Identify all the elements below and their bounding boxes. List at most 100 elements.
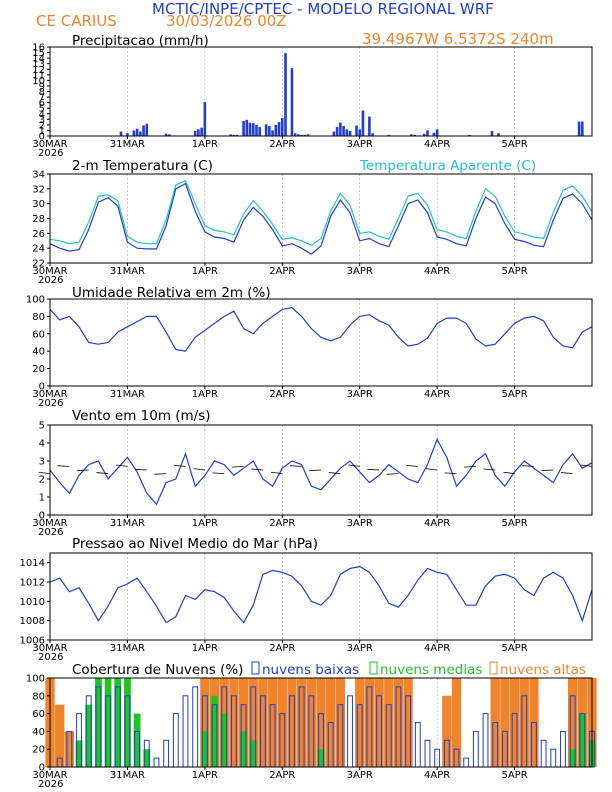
- wind-arrow: [116, 464, 128, 467]
- precip-bar: [284, 53, 287, 136]
- high-cloud-bar: [306, 678, 316, 767]
- mid-cloud-bar: [201, 731, 209, 767]
- precip-bar: [581, 121, 584, 136]
- mid-cloud-bar: [95, 678, 102, 767]
- temp-xtick-label: 4APR: [424, 266, 450, 277]
- temp-ytick-label: 30: [32, 199, 45, 210]
- low-cloud-bar: [463, 757, 470, 768]
- wind-xtick-label: 1APR: [192, 518, 218, 529]
- temp-ytick-label: 34: [32, 170, 45, 181]
- temp-panel: 22 24 26 28 30 32 34 30MAR 31MAR 1APR 2APR 3APR 4APR…: [32, 170, 593, 286]
- precip-ytick-label: 11: [32, 70, 45, 81]
- wind-ytick-label: 1: [39, 493, 45, 504]
- clouds-xtick-label: 4APR: [424, 770, 450, 781]
- high-cloud-bar: [500, 678, 510, 767]
- precip-bar: [168, 134, 171, 136]
- pressure-xtick-label: 5APR: [501, 643, 527, 654]
- rh-year-label: 2026: [38, 398, 63, 409]
- wind-arrow: [328, 472, 341, 474]
- precip-bar: [197, 129, 200, 136]
- temp-ytick-label: 26: [32, 229, 45, 240]
- low-cloud-bar: [424, 739, 431, 768]
- mid-cloud-bar: [569, 749, 577, 767]
- precip-bar: [277, 122, 281, 136]
- pressure-xtick-label: 30MAR: [32, 643, 67, 654]
- precip-bar: [119, 131, 123, 136]
- high-cloud-bar: [229, 678, 239, 767]
- wind-ytick-label: 2: [39, 475, 45, 486]
- wind-arrow: [173, 464, 186, 467]
- precip-bar: [271, 130, 274, 136]
- rh-title: Umidade Relativa em 2m (%): [72, 285, 271, 301]
- wind-xtick-label: 4APR: [424, 518, 450, 529]
- header-title: MCTIC/INPE/CPTEC - MODELO REGIONAL WRF: [152, 0, 494, 18]
- rh-xtick-label: 31MAR: [110, 389, 145, 400]
- precip-ytick-label: 4: [39, 109, 45, 120]
- precip-xtick-label: 1APR: [192, 139, 218, 150]
- wind-ytick-label: 3: [39, 457, 45, 468]
- pressure-xtick-label: 31MAR: [110, 643, 145, 654]
- clouds-ytick-label: 0: [39, 763, 45, 774]
- precip-ytick-label: 7: [39, 93, 45, 104]
- temp-ytick-label: 28: [32, 214, 45, 225]
- high-cloud-legend-label: nuvens altas: [500, 662, 586, 678]
- high-cloud-bar: [55, 704, 65, 767]
- wind-panel: 0 1 2 3 4 5 30MAR 31MAR 1APR 2APR 3APR 4APR 5APR 2026: [32, 421, 593, 538]
- precip-xtick-label: 3APR: [347, 139, 373, 150]
- temp-year-label: 2026: [38, 275, 63, 286]
- rh-xtick-label: 2APR: [269, 389, 295, 400]
- low-cloud-bar: [347, 695, 353, 768]
- precip-bar: [339, 122, 342, 136]
- high-cloud-bar: [335, 678, 346, 767]
- run-datetime: 30/03/2026 00Z: [166, 12, 287, 30]
- wind-arrow: [580, 464, 593, 467]
- pressure-xtick-label: 1APR: [192, 643, 218, 654]
- rh-xtick-label: 5APR: [501, 389, 527, 400]
- pressure-xtick-label: 4APR: [424, 643, 450, 654]
- precip-bar: [245, 119, 249, 136]
- precip-xtick-label: 2APR: [269, 139, 295, 150]
- temp-ytick-label: 24: [32, 244, 45, 255]
- pressure-ytick-label: 1006: [20, 636, 45, 647]
- precip-bar: [300, 134, 303, 136]
- precip-bar: [387, 134, 391, 136]
- precip-ytick-label: 12: [32, 65, 45, 76]
- low-cloud-bar: [560, 730, 566, 768]
- mid-cloud-bar: [578, 713, 586, 767]
- pressure-ytick-label: 1014: [20, 558, 45, 569]
- clouds-ytick-label: 80: [32, 691, 45, 702]
- precip-bar: [335, 127, 339, 136]
- high-cloud-bar: [287, 678, 297, 767]
- mid-cloud-bar: [143, 749, 151, 767]
- temp-ytick-label: 32: [32, 184, 45, 195]
- temp-xtick-label: 30MAR: [32, 266, 67, 277]
- wind-arrow: [251, 468, 263, 471]
- high-cloud-bar: [374, 678, 384, 767]
- precip-xtick-label: 4APR: [424, 139, 450, 150]
- high-cloud-bar: [248, 678, 258, 767]
- precip-frame: [49, 46, 593, 137]
- precip-year-label: 2026: [38, 148, 63, 159]
- precip-bar: [468, 134, 471, 136]
- low-cloud-bar: [192, 686, 199, 768]
- rh-ytick-label: 20: [32, 364, 45, 375]
- high-cloud-bar: [567, 678, 578, 767]
- precip-bar: [293, 133, 297, 136]
- mid-cloud-bar: [85, 704, 93, 767]
- precip-xtick-label: 31MAR: [110, 139, 145, 150]
- clouds-ytick-label: 100: [26, 674, 45, 685]
- wind-xtick-label: 30MAR: [32, 518, 67, 529]
- mid-cloud-bar: [75, 740, 83, 767]
- high-cloud-bar: [403, 678, 413, 767]
- mid-cloud-bar: [124, 678, 131, 767]
- precip-bar: [361, 110, 365, 136]
- precip-bar: [332, 131, 336, 136]
- temp-xtick-label: 3APR: [347, 266, 373, 277]
- wind-arrow: [425, 468, 438, 471]
- pressure-xtick-label: 2APR: [269, 643, 295, 654]
- mid-cloud-bar: [240, 731, 247, 767]
- precip-bar: [200, 127, 203, 136]
- precip-bar: [345, 129, 349, 136]
- low-cloud-legend-label: nuvens baixas: [262, 662, 359, 678]
